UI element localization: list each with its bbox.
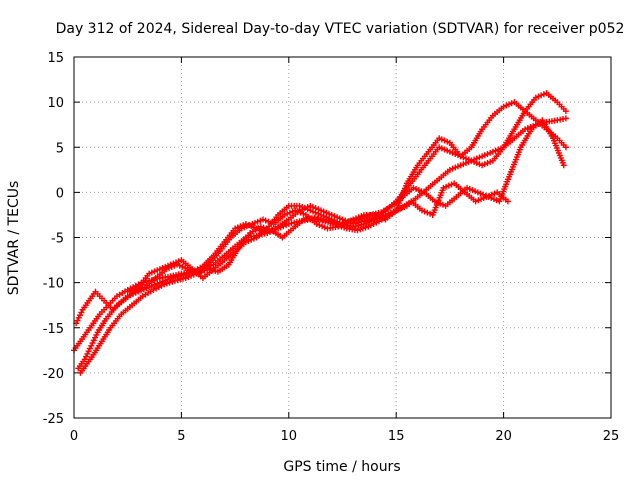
data-point bbox=[75, 314, 82, 321]
data-point bbox=[562, 108, 569, 115]
x-tick-label: 0 bbox=[70, 429, 78, 444]
y-tick-label: 0 bbox=[56, 186, 64, 201]
data-point bbox=[85, 348, 92, 355]
plot-frame bbox=[73, 56, 612, 419]
chart-title: Day 312 of 2024, Sidereal Day-to-day VTE… bbox=[56, 21, 625, 37]
data-point bbox=[74, 317, 81, 324]
data-point bbox=[504, 198, 511, 205]
data-marks bbox=[71, 90, 569, 376]
data-point bbox=[90, 337, 97, 344]
data-point bbox=[562, 115, 569, 122]
data-point bbox=[78, 309, 85, 316]
grid-lines bbox=[74, 57, 611, 418]
data-point bbox=[86, 345, 93, 352]
x-tick-label: 10 bbox=[281, 429, 298, 444]
x-tick-label: 20 bbox=[495, 429, 512, 444]
data-point bbox=[93, 331, 100, 338]
y-tick-label: 15 bbox=[47, 51, 64, 66]
data-point bbox=[560, 162, 567, 169]
x-tick-label: 25 bbox=[603, 429, 620, 444]
x-tick-label: 5 bbox=[177, 429, 185, 444]
data-point bbox=[562, 144, 569, 151]
data-point bbox=[81, 356, 88, 363]
series-track-d bbox=[77, 180, 511, 376]
series-track-a bbox=[71, 115, 569, 354]
x-axis-label: GPS time / hours bbox=[283, 459, 400, 475]
y-tick-label: -20 bbox=[43, 367, 64, 382]
y-tick-label: 5 bbox=[56, 141, 64, 156]
y-tick-label: -10 bbox=[43, 277, 64, 292]
data-point bbox=[84, 350, 91, 357]
y-tick-label: -15 bbox=[43, 322, 64, 337]
x-tick-label: 15 bbox=[388, 429, 405, 444]
series-track-b bbox=[75, 90, 569, 372]
data-point bbox=[83, 353, 90, 360]
y-tick-label: -5 bbox=[51, 232, 64, 247]
y-tick-label: 10 bbox=[47, 96, 64, 111]
series-track-e bbox=[124, 99, 569, 295]
y-axis-label: SDTVAR / TECUs bbox=[6, 181, 22, 296]
y-tick-label: -25 bbox=[43, 412, 64, 427]
tick-labels: 0 5 10 15 20 25 -25 -20 -15 -10 -5 0 5 10 15 bbox=[43, 51, 620, 444]
data-point bbox=[77, 312, 84, 319]
data-point bbox=[92, 334, 99, 341]
data-point bbox=[88, 342, 95, 349]
data-point bbox=[89, 340, 96, 347]
